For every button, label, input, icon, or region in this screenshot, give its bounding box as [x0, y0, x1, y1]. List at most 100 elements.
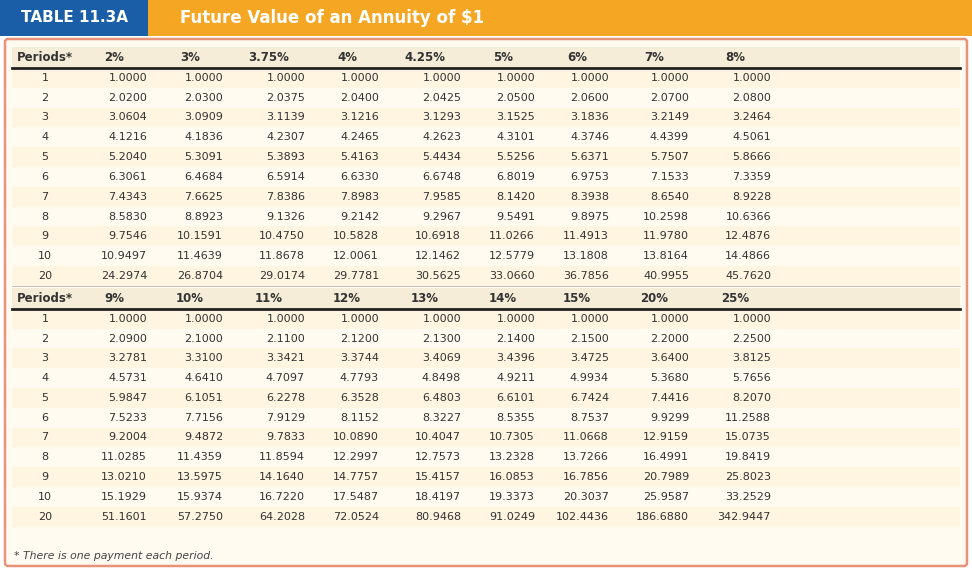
- Text: Future Value of an Annuity of $1: Future Value of an Annuity of $1: [180, 9, 484, 27]
- Text: 2.0400: 2.0400: [340, 93, 379, 103]
- Bar: [12, 388, 960, 408]
- Text: 6.6101: 6.6101: [497, 393, 535, 403]
- Text: 10%: 10%: [176, 292, 204, 305]
- Text: 3.4396: 3.4396: [496, 353, 535, 363]
- Text: 6.9753: 6.9753: [571, 172, 609, 182]
- Text: 1.0000: 1.0000: [340, 314, 379, 324]
- Text: 6.6330: 6.6330: [340, 172, 379, 182]
- Text: 11.4359: 11.4359: [177, 452, 223, 462]
- Text: 3.2464: 3.2464: [732, 113, 771, 122]
- Text: 20: 20: [38, 512, 52, 522]
- Text: 7.6625: 7.6625: [184, 192, 223, 202]
- Text: 7: 7: [42, 433, 49, 442]
- Bar: [12, 349, 960, 368]
- Text: 13.2328: 13.2328: [489, 452, 535, 462]
- Text: 11.0266: 11.0266: [489, 231, 535, 241]
- Text: 6.6748: 6.6748: [422, 172, 461, 182]
- Text: 4.3101: 4.3101: [497, 132, 535, 142]
- Text: 2.1500: 2.1500: [571, 333, 609, 343]
- Bar: [12, 408, 960, 427]
- Text: 1.0000: 1.0000: [571, 314, 609, 324]
- Text: 9.4872: 9.4872: [184, 433, 223, 442]
- Text: 29.0174: 29.0174: [259, 271, 305, 281]
- Text: 9.8975: 9.8975: [570, 212, 609, 222]
- Text: 6.4684: 6.4684: [184, 172, 223, 182]
- Text: 6.2278: 6.2278: [266, 393, 305, 403]
- Text: 1.0000: 1.0000: [650, 314, 689, 324]
- Text: 8.7537: 8.7537: [570, 413, 609, 423]
- Bar: [12, 187, 960, 206]
- Text: 4%: 4%: [337, 51, 357, 64]
- Text: 13.0210: 13.0210: [101, 472, 147, 482]
- Text: 11.8678: 11.8678: [259, 251, 305, 261]
- Text: 5.3680: 5.3680: [650, 373, 689, 383]
- Text: 2.0500: 2.0500: [497, 93, 535, 103]
- Text: 7.3359: 7.3359: [732, 172, 771, 182]
- Text: 5.7656: 5.7656: [732, 373, 771, 383]
- Bar: [0, 0, 148, 36]
- Text: 2.0300: 2.0300: [185, 93, 223, 103]
- Text: 12.9159: 12.9159: [643, 433, 689, 442]
- Wedge shape: [148, 0, 166, 36]
- Text: 36.7856: 36.7856: [563, 271, 609, 281]
- Text: 15.0735: 15.0735: [725, 433, 771, 442]
- Text: 10.2598: 10.2598: [643, 212, 689, 222]
- Text: 11.4913: 11.4913: [563, 231, 609, 241]
- Bar: [0, 0, 972, 36]
- Text: 11.0285: 11.0285: [101, 452, 147, 462]
- Text: Periods*: Periods*: [17, 51, 73, 64]
- Text: * There is one payment each period.: * There is one payment each period.: [14, 551, 214, 561]
- Text: 91.0249: 91.0249: [489, 512, 535, 522]
- Text: 15.4157: 15.4157: [415, 472, 461, 482]
- Text: 12.0061: 12.0061: [333, 251, 379, 261]
- Text: 14.4866: 14.4866: [725, 251, 771, 261]
- Text: 1: 1: [42, 73, 49, 83]
- Text: 4.2623: 4.2623: [422, 132, 461, 142]
- Text: 1.0000: 1.0000: [571, 73, 609, 83]
- Text: 25%: 25%: [721, 292, 749, 305]
- Text: 3.6400: 3.6400: [650, 353, 689, 363]
- Text: 4.8498: 4.8498: [422, 373, 461, 383]
- Text: 1.0000: 1.0000: [423, 73, 461, 83]
- Text: 8.5830: 8.5830: [108, 212, 147, 222]
- Text: 4.5061: 4.5061: [732, 132, 771, 142]
- Text: 10.6918: 10.6918: [415, 231, 461, 241]
- Text: 5.7507: 5.7507: [650, 152, 689, 162]
- Text: 15.1929: 15.1929: [101, 492, 147, 502]
- Bar: [12, 467, 960, 487]
- Text: 10.4047: 10.4047: [415, 433, 461, 442]
- Text: 5.3893: 5.3893: [266, 152, 305, 162]
- Text: 8.8923: 8.8923: [184, 212, 223, 222]
- Text: 4.25%: 4.25%: [404, 51, 445, 64]
- Text: 9.7546: 9.7546: [108, 231, 147, 241]
- Text: 3: 3: [42, 113, 49, 122]
- Text: 12%: 12%: [333, 292, 361, 305]
- Text: 6.7424: 6.7424: [570, 393, 609, 403]
- Bar: [12, 206, 960, 226]
- Text: 7.4416: 7.4416: [650, 393, 689, 403]
- Text: 1.0000: 1.0000: [266, 314, 305, 324]
- Text: 17.5487: 17.5487: [332, 492, 379, 502]
- Text: 2%: 2%: [104, 51, 124, 64]
- Text: 5.2040: 5.2040: [108, 152, 147, 162]
- Text: 5.4163: 5.4163: [340, 152, 379, 162]
- Text: 25.9587: 25.9587: [642, 492, 689, 502]
- Text: 12.2997: 12.2997: [332, 452, 379, 462]
- Text: 5.6371: 5.6371: [571, 152, 609, 162]
- Text: 4.5731: 4.5731: [108, 373, 147, 383]
- Bar: [12, 427, 960, 447]
- Text: 3.4725: 3.4725: [570, 353, 609, 363]
- Text: 20: 20: [38, 271, 52, 281]
- Bar: [12, 368, 960, 388]
- Text: 33.2529: 33.2529: [725, 492, 771, 502]
- Text: 16.0853: 16.0853: [489, 472, 535, 482]
- Bar: [12, 147, 960, 167]
- Text: 3%: 3%: [180, 51, 200, 64]
- Text: 4.3746: 4.3746: [570, 132, 609, 142]
- Text: 4.1216: 4.1216: [108, 132, 147, 142]
- Text: 11.9780: 11.9780: [643, 231, 689, 241]
- Text: 13.1808: 13.1808: [563, 251, 609, 261]
- Bar: [12, 246, 960, 266]
- Text: 9.1326: 9.1326: [266, 212, 305, 222]
- Text: 3.1139: 3.1139: [266, 113, 305, 122]
